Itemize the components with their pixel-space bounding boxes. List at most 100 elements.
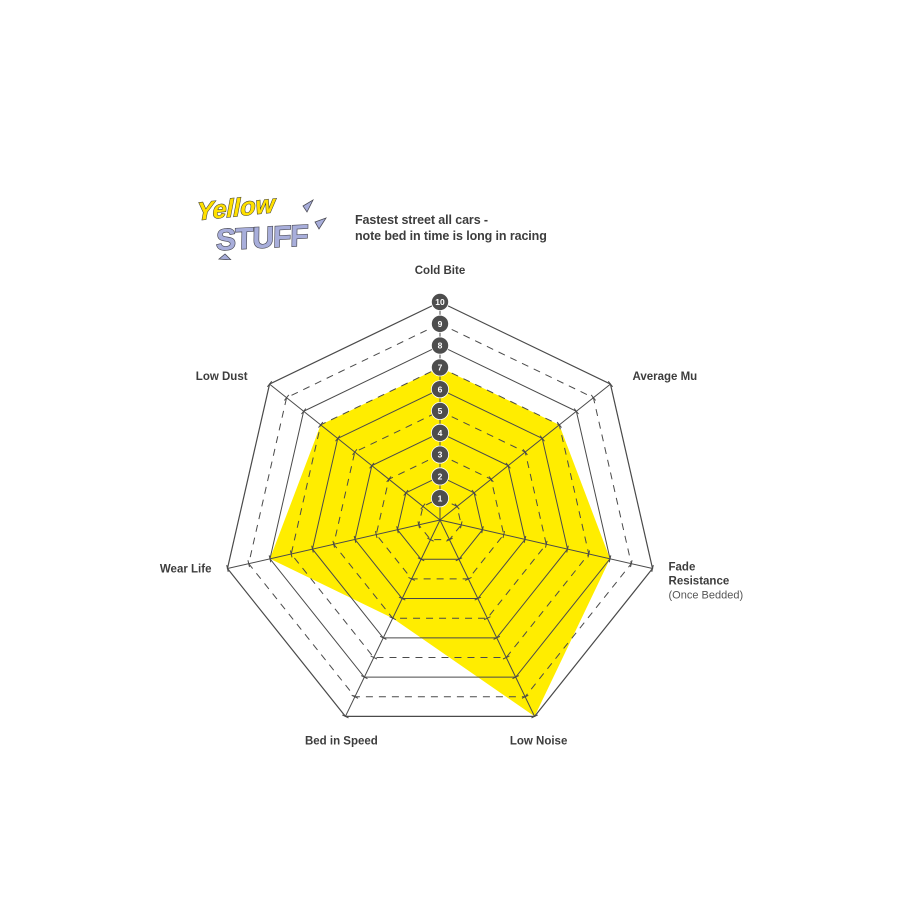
scale-badge-10: 10	[430, 292, 449, 312]
spoke-tick	[607, 381, 614, 388]
spoke-tick	[427, 537, 434, 542]
spoke-tick	[353, 535, 357, 543]
axis-label-fade-resistance: Fade Resistance (Once Bedded)	[669, 562, 744, 602]
spoke-tick	[545, 540, 548, 548]
scale-badge-label: 9	[438, 319, 443, 329]
grid-ring-level-9	[248, 323, 632, 698]
spoke-tick	[488, 476, 494, 483]
scale-badges: 1 2 3 4 5 6 7 8 9 10	[430, 292, 449, 508]
scale-badge-7: 7	[430, 358, 449, 377]
scale-badge-label: 8	[438, 341, 443, 351]
spoke-tick	[318, 421, 324, 428]
scale-badge-circle	[430, 445, 449, 464]
spoke-tick	[512, 675, 520, 680]
spoke-tick	[417, 557, 425, 562]
grid-ring-level-6	[311, 388, 569, 639]
svg-text:STUFF: STUFF	[216, 219, 309, 257]
axis-label-wear-life: Wear Life	[160, 564, 212, 576]
scale-badge-label: 3	[438, 450, 443, 460]
scale-badge-3: 3	[430, 445, 449, 464]
spoke-tick	[352, 448, 358, 456]
scale-badge-label: 2	[438, 472, 443, 482]
spoke-tick	[573, 408, 579, 415]
spoke-tick	[370, 655, 378, 660]
spoke-tick	[459, 521, 463, 529]
spoke-tick	[539, 435, 545, 442]
spoke-tick	[483, 616, 491, 621]
headline-line-1: Fastest street all cars -	[355, 213, 488, 227]
scale-badge-circle	[430, 358, 449, 377]
grid-ring-level-3	[375, 454, 505, 580]
scale-badge-circle	[430, 292, 449, 312]
spoke-tick	[311, 545, 314, 553]
axis-label-line: Low Noise	[510, 735, 568, 747]
scale-badge-circle	[430, 314, 449, 333]
spoke-tick	[505, 462, 511, 469]
scale-badge-circle	[430, 467, 449, 486]
spoke-tick	[556, 421, 562, 428]
headline: Fastest street all cars - note bed in ti…	[355, 212, 635, 244]
spoke-tick	[398, 596, 406, 601]
svg-text:Yellow: Yellow	[197, 192, 276, 226]
scale-badge-label: 1	[438, 493, 443, 503]
grid-ring-level-4	[354, 432, 526, 600]
spoke-tick	[360, 675, 368, 680]
grid-ring-level-8	[269, 345, 611, 678]
grid-rings-solid	[226, 301, 654, 718]
spoke-tick	[521, 694, 529, 699]
spoke-tick	[590, 394, 596, 401]
spoke-tick	[523, 535, 527, 543]
axis-label-line: Average Mu	[632, 371, 697, 383]
scale-badge-circle	[430, 423, 449, 442]
spoke-tick	[420, 503, 426, 510]
spoke-tick	[289, 550, 293, 558]
logo-decoration	[217, 198, 327, 260]
spoke-tick	[335, 435, 341, 442]
spoke-tick	[266, 381, 273, 388]
axis-label-sublabel: (Once Bedded)	[669, 590, 744, 602]
spoke-tick	[454, 503, 460, 510]
scale-badge-4: 4	[430, 423, 449, 442]
spoke-tick	[522, 448, 528, 456]
grid-rings-dashed	[248, 323, 632, 698]
scale-badge-8: 8	[430, 336, 449, 355]
yellowstuff-logo: Yellow STUFF Yellow STUFF	[195, 192, 330, 260]
axis-label-line: Resistance	[669, 576, 730, 588]
grid-ring-level-10	[226, 301, 654, 718]
spoke-tick	[389, 616, 397, 621]
spoke-tick	[386, 476, 392, 483]
spoke-tick	[396, 526, 399, 534]
spoke-tick	[608, 555, 612, 563]
spoke-tick	[284, 394, 290, 401]
axis-label-line: Cold Bite	[415, 265, 465, 277]
grid-ring-level-2	[396, 475, 484, 560]
logo-word-yellow: Yellow	[197, 192, 277, 227]
spoke-tick	[226, 564, 229, 573]
spoke-tick	[502, 531, 506, 539]
spoke-tick	[630, 560, 633, 568]
axis-label-line: Bed in Speed	[305, 735, 378, 747]
spoke-tick	[455, 557, 463, 562]
scale-badge-label: 7	[438, 363, 443, 373]
axis-label-bed-in-speed: Bed in Speed	[305, 735, 378, 747]
scale-badge-label: 10	[435, 297, 445, 307]
spoke-tick	[417, 521, 421, 529]
data-polygon	[269, 367, 611, 717]
grid-ring-level-1	[418, 497, 462, 541]
scale-badge-9: 9	[430, 314, 449, 333]
scale-badge-circle	[430, 401, 449, 420]
spoke-tick	[379, 635, 387, 640]
scale-badge-label: 4	[438, 428, 443, 438]
scale-badge-label: 5	[438, 406, 443, 416]
spoke-tick	[408, 576, 415, 581]
spoke-tick	[369, 462, 375, 469]
spoke-tick	[268, 555, 272, 563]
axis-label-cold-bite: Cold Bite	[415, 265, 465, 277]
spoke-tick	[374, 531, 378, 539]
spoke-tick	[531, 714, 538, 719]
spoke-tick	[465, 576, 472, 581]
scale-badge-circle	[430, 489, 449, 508]
grid-ring-level-7	[290, 366, 590, 658]
spoke-tick	[651, 564, 654, 573]
